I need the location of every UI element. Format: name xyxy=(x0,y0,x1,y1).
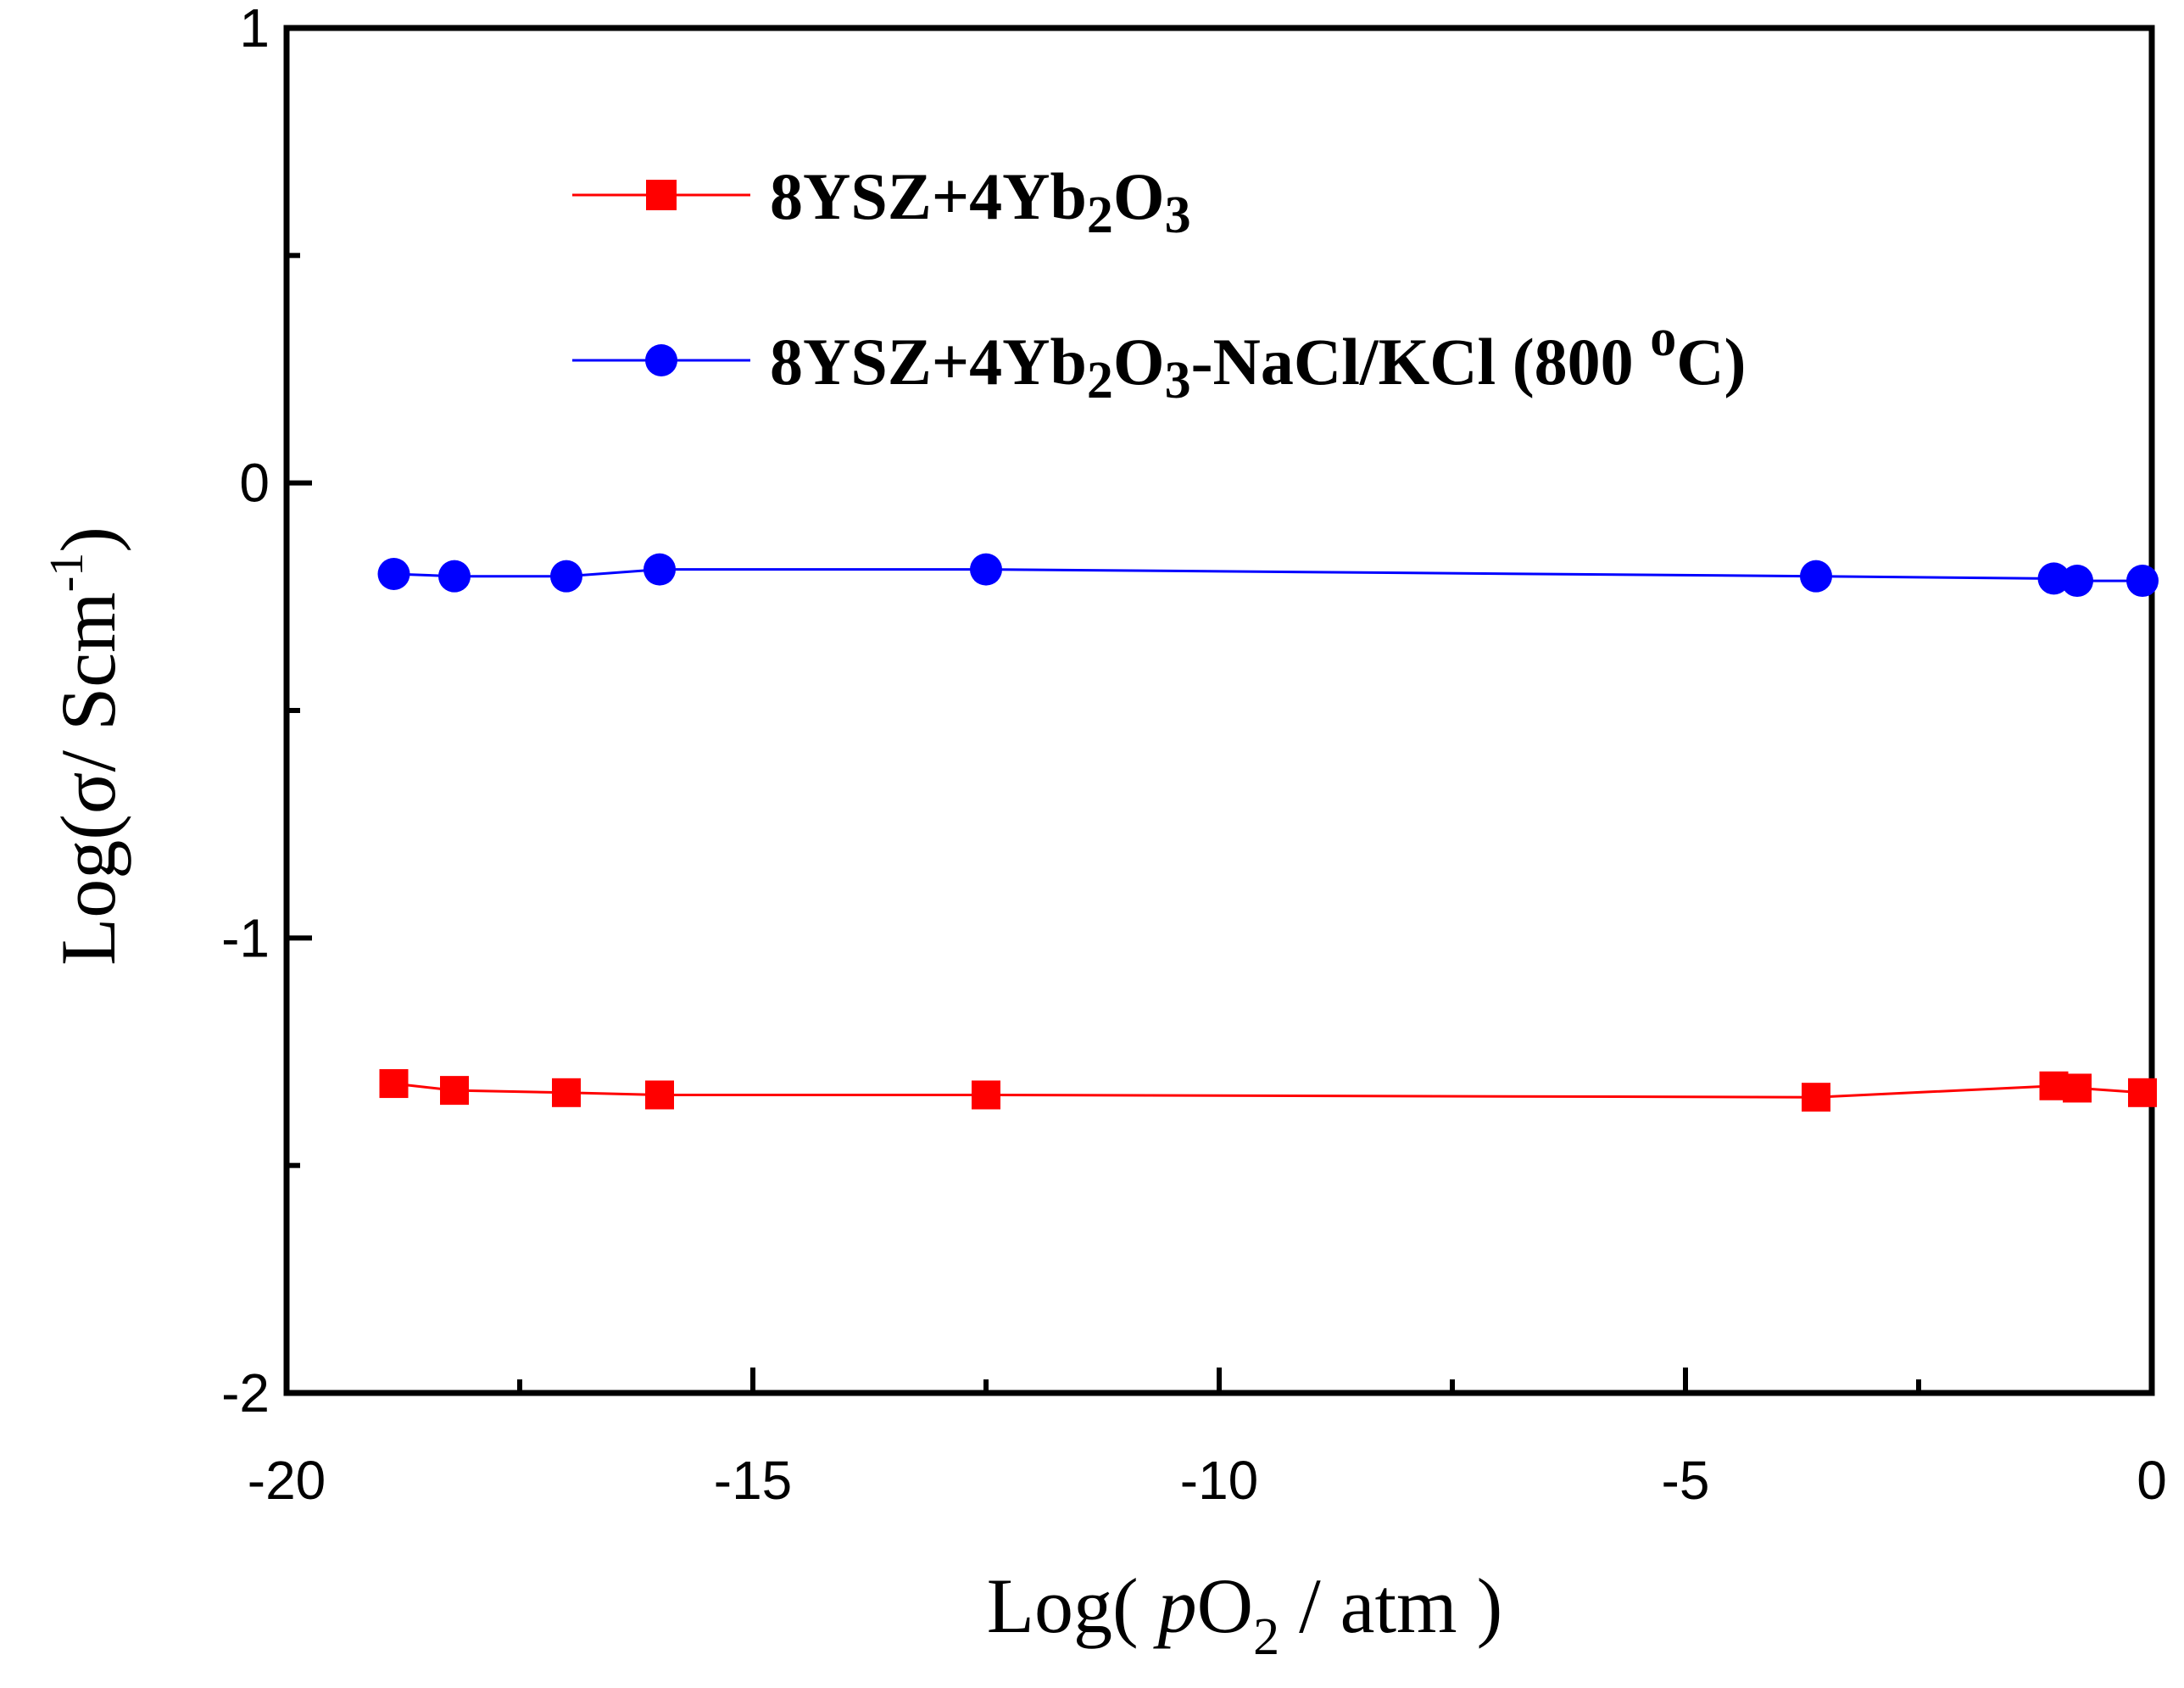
data-point-square xyxy=(440,1076,469,1106)
x-tick-label: 0 xyxy=(2137,1450,2167,1511)
plot-frame xyxy=(283,25,2155,1396)
data-point-circle xyxy=(2061,565,2093,598)
data-point-square xyxy=(1802,1083,1830,1112)
x-tick-label: -15 xyxy=(714,1450,793,1511)
data-point-square xyxy=(552,1078,581,1107)
data-point-square xyxy=(645,1080,674,1110)
data-point-circle xyxy=(438,560,471,593)
y-tick-label: 1 xyxy=(239,0,270,58)
x-tick-label: -10 xyxy=(1180,1450,1259,1511)
data-point-square xyxy=(2128,1078,2157,1107)
legend-marker-square xyxy=(646,180,677,210)
series-2 xyxy=(377,553,2159,598)
x-tick-label: -5 xyxy=(1662,1450,1710,1511)
axes: -20 -15 -10 -5 0-2-101 xyxy=(221,0,2167,1511)
legend-marker-circle xyxy=(645,344,677,376)
y-tick-label: -2 xyxy=(221,1362,270,1423)
data-point-square xyxy=(379,1069,409,1099)
legend-item-1: 8YSZ+4Yb2O3 xyxy=(572,159,1191,244)
data-point-circle xyxy=(2037,562,2070,595)
data-point-square xyxy=(972,1080,1000,1110)
series-layer xyxy=(377,553,2159,1112)
data-point-circle xyxy=(970,553,1002,586)
legend-label: 8YSZ+4Yb2O3-NaCl/KCl (800 oC) xyxy=(770,309,1747,409)
x-axis-title: Log( pO2 / atm ) xyxy=(987,1563,1502,1666)
series-1 xyxy=(379,1069,2157,1112)
y-axis-title: Log(σ/ Scm-1) xyxy=(41,526,131,966)
y-tick-label: 0 xyxy=(239,453,270,514)
data-point-square xyxy=(2063,1073,2092,1103)
legend-label: 8YSZ+4Yb2O3 xyxy=(770,159,1191,244)
legend-item-2: 8YSZ+4Yb2O3-NaCl/KCl (800 oC) xyxy=(572,309,1747,409)
legend: 8YSZ+4Yb2O3 8YSZ+4Yb2O3-NaCl/KCl (800 oC) xyxy=(572,159,1747,409)
data-point-circle xyxy=(644,553,676,586)
data-point-circle xyxy=(550,560,582,593)
x-tick-label: -20 xyxy=(248,1450,326,1511)
data-point-circle xyxy=(377,558,410,590)
data-point-circle xyxy=(2126,565,2159,598)
data-point-circle xyxy=(1800,560,1832,593)
y-tick-label: -1 xyxy=(221,907,270,968)
